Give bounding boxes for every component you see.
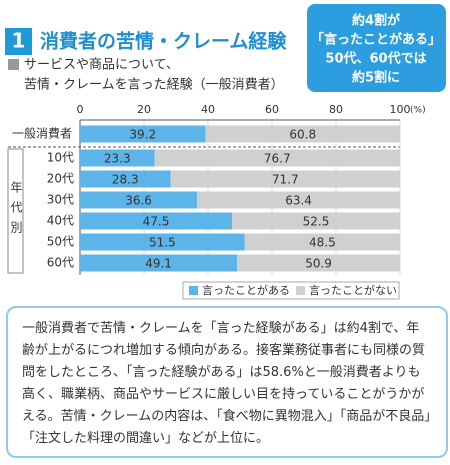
y-tick-label: 50代 (47, 235, 74, 249)
legend-swatch (296, 286, 305, 295)
bar-segment (197, 191, 400, 209)
x-unit: (%) (410, 106, 426, 116)
title: 消費者の苦情・クレーム経験 (40, 30, 287, 53)
bar-segment (80, 149, 155, 167)
subtitle: 苦情・クレームを言った経験（一般消費者） (24, 77, 284, 93)
y-tick-label: 10代 (47, 151, 74, 165)
x-tick-label: 40 (201, 103, 215, 116)
number-box (5, 28, 32, 55)
y-tick-label: 40代 (47, 214, 74, 228)
bullet (8, 59, 19, 70)
value-label: 36.6 (125, 194, 152, 208)
value-label: 49.1 (145, 257, 172, 271)
value-label: 23.3 (104, 152, 131, 166)
subtitle: サービスや商品について、 (24, 58, 179, 73)
section-number: 1 (12, 29, 26, 53)
value-label: 47.5 (143, 215, 170, 229)
callout-text: 「言ったことがある」 (311, 32, 441, 48)
value-label: 51.5 (149, 236, 176, 250)
callout-text: 50代、60代では (325, 51, 426, 67)
body-text: 一般消費者で苦情・クレームを「言った経験がある」は約4割で、年齢が上がるにつれ増… (6, 306, 448, 458)
callout-box (307, 4, 446, 92)
bar-segment (237, 254, 400, 272)
value-label: 48.5 (309, 236, 336, 250)
x-tick-label: 20 (137, 103, 151, 116)
bar-segment (244, 233, 400, 251)
legend-swatch (189, 286, 198, 295)
x-tick-label: 100 (390, 103, 411, 116)
value-label: 52.5 (303, 215, 330, 229)
y-tick-label: 20代 (47, 172, 74, 186)
x-tick-label: 80 (329, 103, 343, 116)
legend-label: 言ったことがない (309, 283, 397, 297)
legend-box (182, 281, 400, 300)
value-label: 39.2 (129, 128, 156, 142)
bar-segment (80, 254, 238, 272)
value-label: 60.8 (289, 128, 316, 142)
callout-text: 約4割が (352, 13, 400, 29)
bar-segment (232, 212, 400, 230)
value-label: 50.9 (305, 257, 332, 271)
callout-text: 約5割に (352, 70, 400, 86)
x-tick-label: 0 (77, 103, 84, 116)
x-tick-label: 60 (265, 103, 279, 116)
bar-segment (154, 149, 400, 167)
bar-segment (205, 125, 400, 143)
bar-segment (80, 125, 206, 143)
bar-segment (80, 191, 198, 209)
group-bracket (7, 148, 24, 274)
value-label: 63.4 (285, 194, 312, 208)
value-label: 28.3 (112, 173, 139, 187)
value-label: 71.7 (272, 173, 299, 187)
bar-segment (80, 212, 232, 230)
y-tick-label: 60代 (47, 256, 74, 270)
value-label: 76.7 (264, 152, 291, 166)
bar-segment (170, 170, 400, 188)
y-tick-label: 一般消費者 (12, 126, 72, 141)
y-tick-label: 30代 (47, 193, 74, 207)
bar-segment (80, 170, 171, 188)
legend-label: 言ったことがある (202, 283, 290, 297)
group-label: 年代別 (9, 181, 23, 241)
bar-segment (80, 233, 245, 251)
